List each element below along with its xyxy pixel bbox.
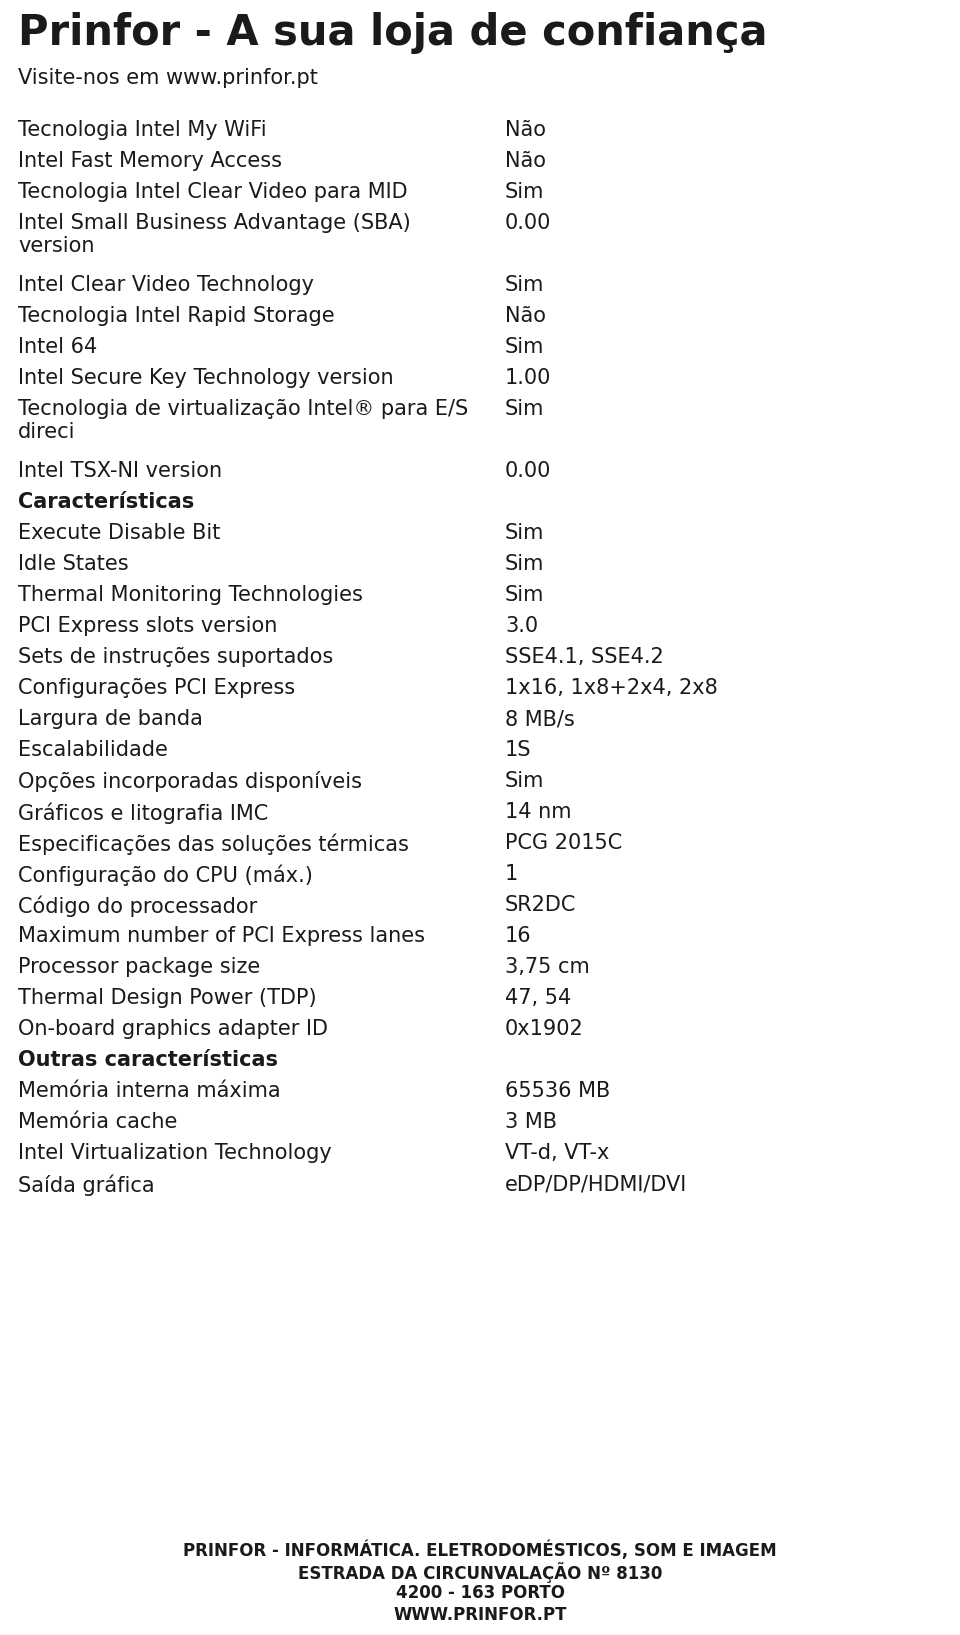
Text: Outras características: Outras características (18, 1050, 278, 1069)
Text: Tecnologia de virtualização Intel® para E/S
direci: Tecnologia de virtualização Intel® para … (18, 399, 468, 441)
Text: 47, 54: 47, 54 (505, 988, 571, 1009)
Text: Sim: Sim (505, 523, 544, 543)
Text: Largura de banda: Largura de banda (18, 710, 203, 729)
Text: Idle States: Idle States (18, 554, 129, 574)
Text: Prinfor - A sua loja de confiança: Prinfor - A sua loja de confiança (18, 11, 767, 54)
Text: Memória interna máxima: Memória interna máxima (18, 1081, 280, 1100)
Text: Gráficos e litografia IMC: Gráficos e litografia IMC (18, 803, 268, 824)
Text: Não: Não (505, 119, 546, 141)
Text: ESTRADA DA CIRCUNVALAÇÃO Nº 8130: ESTRADA DA CIRCUNVALAÇÃO Nº 8130 (298, 1561, 662, 1583)
Text: Maximum number of PCI Express lanes: Maximum number of PCI Express lanes (18, 925, 425, 947)
Text: Sim: Sim (505, 585, 544, 605)
Text: Sim: Sim (505, 554, 544, 574)
Text: Intel Secure Key Technology version: Intel Secure Key Technology version (18, 368, 394, 387)
Text: SSE4.1, SSE4.2: SSE4.1, SSE4.2 (505, 647, 663, 667)
Text: Sim: Sim (505, 399, 544, 419)
Text: PRINFOR - INFORMÁTICA. ELETRODOMÉSTICOS, SOM E IMAGEM: PRINFOR - INFORMÁTICA. ELETRODOMÉSTICOS,… (183, 1540, 777, 1560)
Text: eDP/DP/HDMI/DVI: eDP/DP/HDMI/DVI (505, 1174, 687, 1194)
Text: PCI Express slots version: PCI Express slots version (18, 616, 277, 636)
Text: 3 MB: 3 MB (505, 1112, 557, 1131)
Text: Tecnologia Intel Rapid Storage: Tecnologia Intel Rapid Storage (18, 306, 335, 325)
Text: Sim: Sim (505, 181, 544, 203)
Text: VT-d, VT-x: VT-d, VT-x (505, 1143, 610, 1162)
Text: 0x1902: 0x1902 (505, 1019, 584, 1038)
Text: 1x16, 1x8+2x4, 2x8: 1x16, 1x8+2x4, 2x8 (505, 679, 718, 698)
Text: Processor package size: Processor package size (18, 956, 260, 978)
Text: Especificações das soluções térmicas: Especificações das soluções térmicas (18, 832, 409, 855)
Text: 1: 1 (505, 863, 518, 885)
Text: Thermal Design Power (TDP): Thermal Design Power (TDP) (18, 988, 317, 1009)
Text: 3,75 cm: 3,75 cm (505, 956, 589, 978)
Text: 16: 16 (505, 925, 532, 947)
Text: WWW.PRINFOR.PT: WWW.PRINFOR.PT (394, 1606, 566, 1624)
Text: 1S: 1S (505, 741, 532, 760)
Text: Intel Small Business Advantage (SBA)
version: Intel Small Business Advantage (SBA) ver… (18, 213, 411, 257)
Text: Não: Não (505, 150, 546, 172)
Text: On-board graphics adapter ID: On-board graphics adapter ID (18, 1019, 328, 1038)
Text: Código do processador: Código do processador (18, 894, 257, 917)
Text: Escalabilidade: Escalabilidade (18, 741, 168, 760)
Text: Não: Não (505, 306, 546, 325)
Text: 1.00: 1.00 (505, 368, 551, 387)
Text: Sim: Sim (505, 772, 544, 791)
Text: Tecnologia Intel My WiFi: Tecnologia Intel My WiFi (18, 119, 267, 141)
Text: Configurações PCI Express: Configurações PCI Express (18, 679, 295, 698)
Text: 14 nm: 14 nm (505, 803, 571, 822)
Text: Configuração do CPU (máx.): Configuração do CPU (máx.) (18, 863, 313, 886)
Text: 8 MB/s: 8 MB/s (505, 710, 575, 729)
Text: Opções incorporadas disponíveis: Opções incorporadas disponíveis (18, 772, 362, 791)
Text: Intel 64: Intel 64 (18, 337, 97, 356)
Text: PCG 2015C: PCG 2015C (505, 832, 622, 853)
Text: Sets de instruções suportados: Sets de instruções suportados (18, 647, 333, 667)
Text: 65536 MB: 65536 MB (505, 1081, 611, 1100)
Text: 0.00: 0.00 (505, 461, 551, 481)
Text: Tecnologia Intel Clear Video para MID: Tecnologia Intel Clear Video para MID (18, 181, 408, 203)
Text: 4200 - 163 PORTO: 4200 - 163 PORTO (396, 1584, 564, 1602)
Text: SR2DC: SR2DC (505, 894, 576, 916)
Text: Intel TSX-NI version: Intel TSX-NI version (18, 461, 222, 481)
Text: Saída gráfica: Saída gráfica (18, 1174, 155, 1195)
Text: Intel Virtualization Technology: Intel Virtualization Technology (18, 1143, 332, 1162)
Text: Memória cache: Memória cache (18, 1112, 178, 1131)
Text: 0.00: 0.00 (505, 213, 551, 234)
Text: Thermal Monitoring Technologies: Thermal Monitoring Technologies (18, 585, 363, 605)
Text: Visite-nos em www.prinfor.pt: Visite-nos em www.prinfor.pt (18, 69, 318, 88)
Text: Intel Clear Video Technology: Intel Clear Video Technology (18, 275, 314, 294)
Text: Execute Disable Bit: Execute Disable Bit (18, 523, 221, 543)
Text: 3.0: 3.0 (505, 616, 539, 636)
Text: Sim: Sim (505, 337, 544, 356)
Text: Sim: Sim (505, 275, 544, 294)
Text: Características: Características (18, 492, 194, 512)
Text: Intel Fast Memory Access: Intel Fast Memory Access (18, 150, 282, 172)
